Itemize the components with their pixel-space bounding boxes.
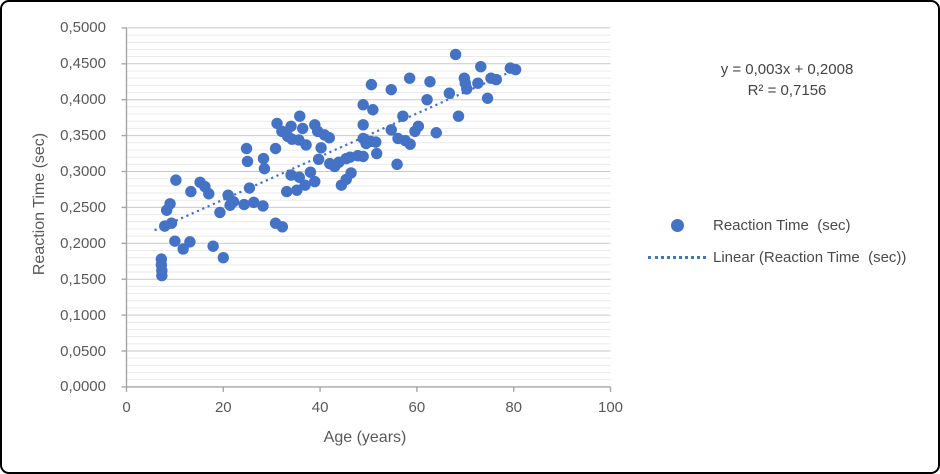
data-point: [285, 120, 297, 132]
data-point: [238, 198, 250, 211]
data-point: [300, 139, 312, 151]
data-point: [240, 142, 253, 155]
dotted-line-icon: [648, 255, 706, 259]
legend-label-trendline: Linear (Reaction Time (sec)): [713, 248, 907, 266]
data-point: [371, 147, 383, 160]
data-point: [203, 188, 215, 200]
data-point: [365, 78, 378, 91]
data-point: [403, 72, 416, 84]
data-point: [340, 173, 352, 186]
data-point: [461, 83, 473, 95]
data-point: [385, 124, 397, 136]
data-point: [293, 171, 305, 183]
data-point: [490, 73, 502, 86]
data-point: [269, 142, 282, 155]
legend-label-series: Reaction Time (sec): [713, 216, 851, 234]
data-point: [424, 76, 436, 88]
data-point: [243, 182, 256, 194]
data-point: [294, 110, 306, 122]
trendline: [154, 68, 516, 232]
data-point: [357, 99, 369, 111]
data-point: [258, 162, 271, 175]
data-point: [323, 132, 335, 144]
data-point: [185, 185, 197, 198]
data-point: [281, 185, 293, 198]
legend-item-trendline: Linear (Reaction Time (sec)): [646, 246, 926, 268]
data-point: [214, 206, 226, 219]
data-point: [509, 63, 522, 76]
data-point: [276, 221, 289, 233]
data-point: [169, 235, 181, 247]
data-point: [357, 119, 369, 131]
data-point: [177, 243, 189, 255]
trendline-equation: y = 0,003x + 0,2008: [720, 61, 854, 78]
data-point: [315, 142, 327, 154]
x-axis-title: Age (years): [323, 429, 407, 446]
data-point: [412, 120, 425, 132]
data-point: [184, 236, 196, 248]
data-point: [296, 122, 309, 135]
data-point: [207, 240, 219, 252]
series-marker-icon: [670, 218, 684, 232]
data-point: [164, 198, 176, 210]
data-point: [472, 77, 484, 89]
data-point: [217, 251, 229, 264]
r-squared-value: R² = 0,7156: [747, 82, 827, 99]
data-point: [481, 92, 494, 104]
data-point: [385, 83, 397, 96]
data-point: [443, 87, 456, 99]
data-point: [257, 152, 270, 165]
data-point: [421, 94, 433, 106]
data-point: [170, 174, 182, 186]
trendline-annotation: y = 0,003x + 0,2008 R² = 0,7156: [721, 59, 854, 101]
legend: Reaction Time (sec) Linear (Reaction Tim…: [646, 214, 926, 278]
data-point: [391, 158, 403, 171]
legend-swatch-area: [646, 218, 708, 232]
legend-swatch-area: [646, 255, 708, 259]
data-point: [156, 269, 168, 282]
data-point: [397, 110, 409, 122]
data-point: [257, 200, 269, 212]
y-axis-title: Reaction Time (sec): [31, 132, 48, 276]
data-point: [241, 155, 254, 168]
data-point: [357, 150, 369, 163]
data-point: [291, 184, 303, 196]
data-point: [309, 175, 321, 188]
data-point: [404, 138, 416, 150]
data-point: [248, 196, 260, 209]
data-point: [312, 153, 325, 165]
data-point: [370, 136, 382, 148]
data-point: [299, 179, 311, 191]
data-point: [227, 195, 240, 208]
data-point: [367, 104, 379, 116]
data-point: [430, 127, 442, 139]
legend-item-series: Reaction Time (sec): [646, 214, 926, 236]
data-point: [304, 166, 317, 178]
data-point: [449, 48, 462, 61]
data-point: [475, 60, 487, 73]
data-point: [452, 110, 465, 122]
data-point: [165, 217, 178, 229]
